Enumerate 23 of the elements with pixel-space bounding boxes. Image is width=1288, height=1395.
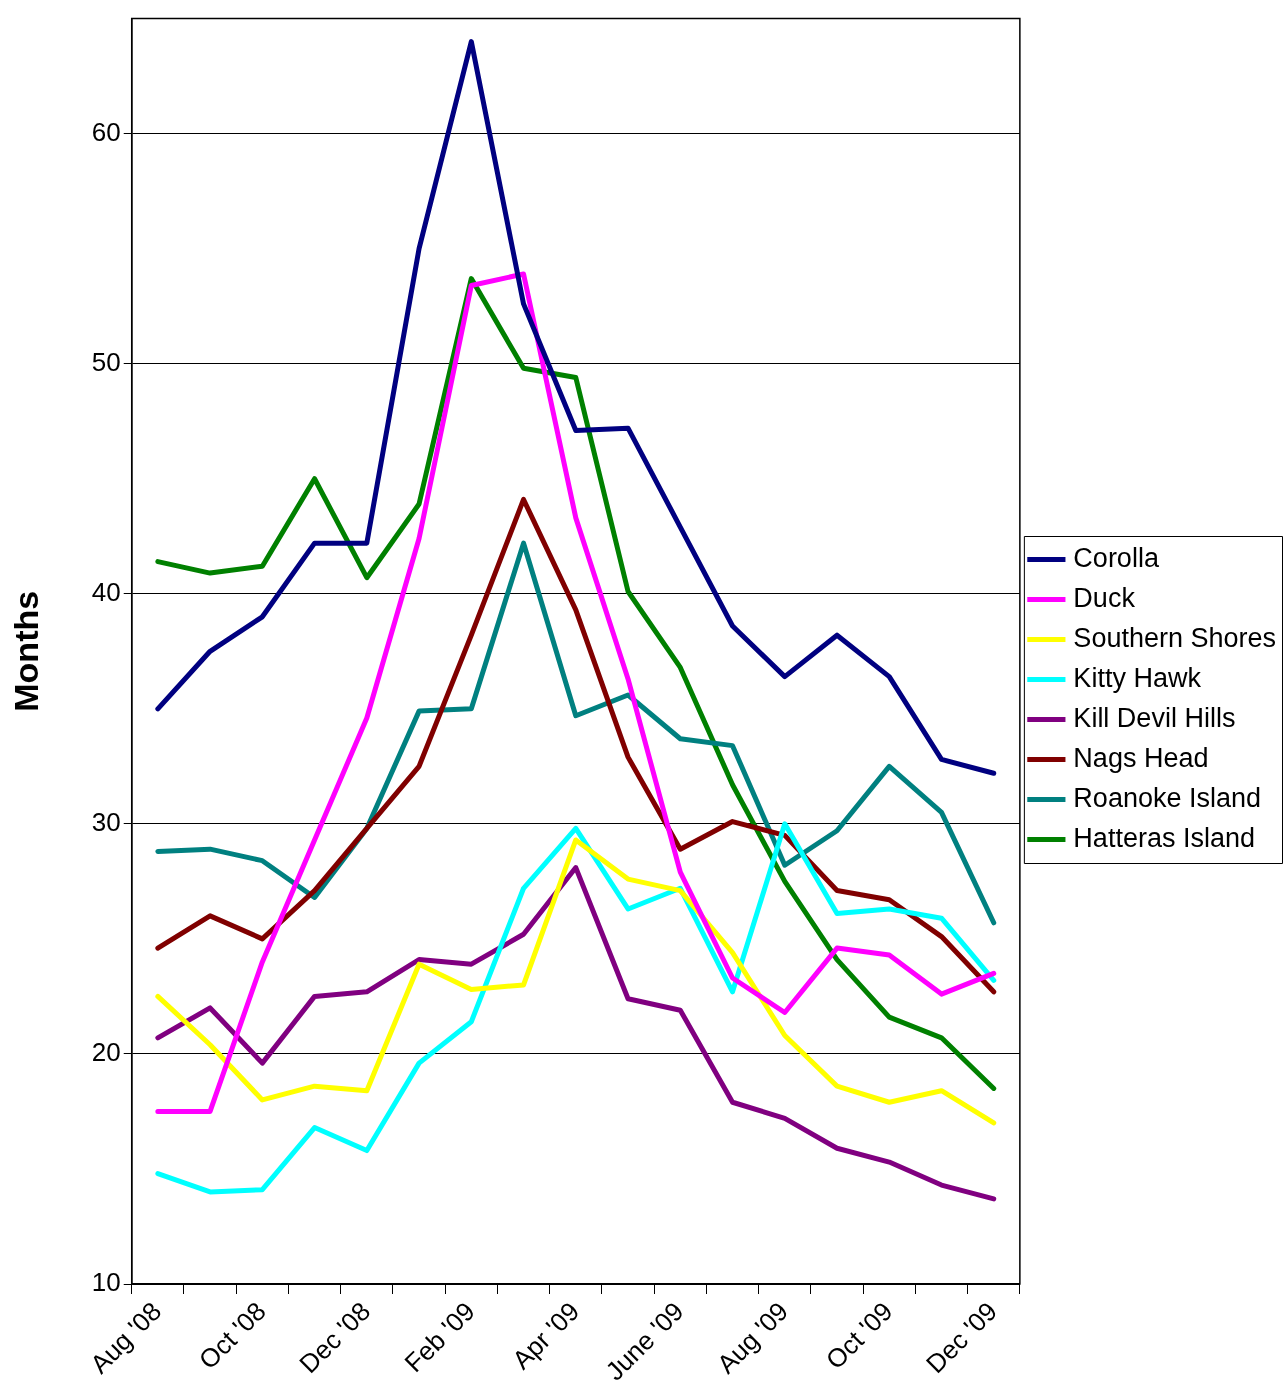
- x-tick-label: Dec '09: [920, 1296, 1004, 1380]
- x-tick-label: Dec '08: [293, 1296, 377, 1380]
- y-axis-title: Months: [6, 590, 45, 712]
- legend-label: Kill Devil Hills: [1073, 702, 1236, 733]
- legend-label: Nags Head: [1073, 742, 1209, 773]
- x-tick-label: Aug '08: [84, 1296, 168, 1380]
- x-tick-label: Oct '09: [819, 1296, 899, 1376]
- x-tick-label: Aug '09: [711, 1296, 795, 1380]
- y-tick-label: 40: [91, 576, 121, 607]
- legend-label: Corolla: [1073, 542, 1160, 573]
- legend-label: Southern Shores: [1073, 622, 1277, 653]
- y-tick-label: 10: [91, 1267, 121, 1298]
- x-tick-label: Feb '09: [398, 1296, 481, 1379]
- legend-label: Roanoke Island: [1073, 782, 1262, 813]
- y-tick-label: 30: [91, 807, 121, 838]
- x-tick-label: Apr '09: [506, 1296, 586, 1376]
- legend-label: Duck: [1073, 582, 1136, 613]
- legend-label: Hatteras Island: [1073, 822, 1255, 853]
- y-tick-label: 20: [91, 1037, 121, 1068]
- legend-label: Kitty Hawk: [1073, 662, 1202, 693]
- y-tick-label: 50: [91, 346, 121, 377]
- y-tick-label: 60: [91, 116, 121, 147]
- x-tick-label: Oct '08: [192, 1296, 272, 1376]
